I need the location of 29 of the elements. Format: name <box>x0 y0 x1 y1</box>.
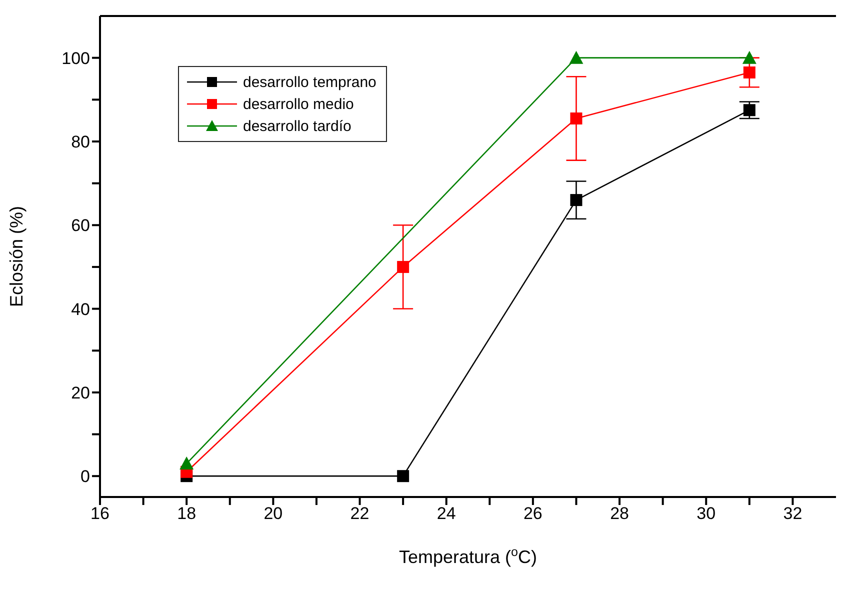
y-tick-label: 100 <box>62 48 90 68</box>
legend-label: desarrollo temprano <box>243 74 376 90</box>
x-tick-label: 20 <box>264 504 283 524</box>
x-tick-label: 30 <box>696 504 716 524</box>
y-tick-label: 80 <box>71 132 90 152</box>
y-tick-label: 0 <box>80 467 90 486</box>
legend-label: desarrollo tardío <box>243 118 352 134</box>
legend-label: desarrollo medio <box>243 96 354 112</box>
x-tick-label: 28 <box>610 504 629 524</box>
x-tick-label: 16 <box>90 504 110 524</box>
point <box>180 456 194 470</box>
point <box>569 50 584 64</box>
x-axis-title: Temperatura ($^{o}$C) <box>398 545 538 567</box>
x-tick-label: 22 <box>350 504 370 524</box>
point <box>570 112 582 124</box>
point <box>570 194 582 206</box>
x-tick-label: 32 <box>783 504 802 524</box>
point <box>397 470 410 482</box>
y-tick-label: 60 <box>71 216 90 236</box>
point <box>743 104 756 116</box>
x-tick-label: 26 <box>523 504 542 524</box>
y-tick-label: 40 <box>71 300 90 319</box>
x-tick-label: 24 <box>436 504 456 524</box>
point <box>742 50 756 64</box>
point <box>397 260 410 273</box>
y-tick-label: 20 <box>71 383 90 402</box>
point <box>743 66 756 78</box>
y-axis-title: Eclosión (%) <box>6 206 26 308</box>
x-tick-label: 18 <box>177 504 196 524</box>
